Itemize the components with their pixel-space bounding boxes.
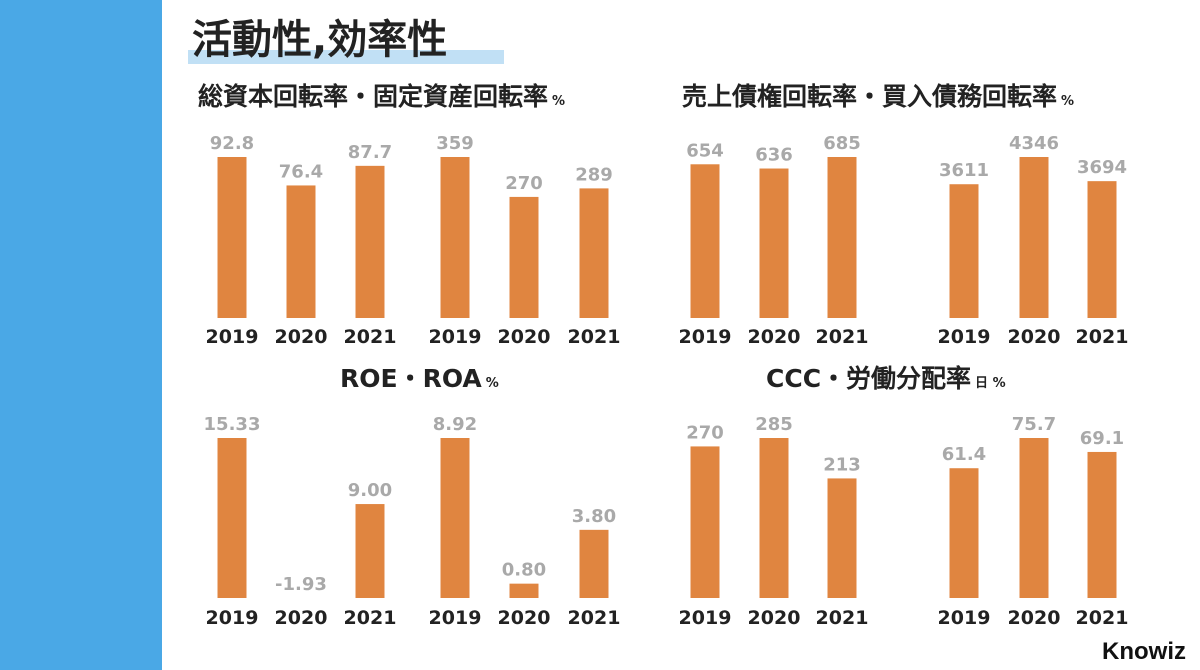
value-label: 289 xyxy=(575,164,613,185)
value-label: 92.8 xyxy=(210,133,254,154)
year-label: 2020 xyxy=(498,607,551,629)
bar-0-2020 xyxy=(286,185,316,318)
bar-3-2021 xyxy=(1087,181,1117,318)
year-label: 2021 xyxy=(816,607,869,629)
year-label: 2019 xyxy=(206,326,259,348)
year-label: 2020 xyxy=(748,326,801,348)
bar-0-2019 xyxy=(217,157,247,318)
bar-3-2019 xyxy=(949,184,979,318)
year-label: 2019 xyxy=(206,607,259,629)
bar-3-2020 xyxy=(1019,157,1049,318)
value-label: -1.93 xyxy=(275,574,327,595)
bar-0-2021 xyxy=(355,165,385,318)
panel-title-roe-roa: ROE・ROA% xyxy=(340,362,499,401)
year-label: 2021 xyxy=(816,326,869,348)
year-label: 2020 xyxy=(748,607,801,629)
year-label: 2019 xyxy=(938,326,991,348)
value-label: 685 xyxy=(823,133,861,154)
year-label: 2021 xyxy=(344,326,397,348)
value-label: 87.7 xyxy=(348,142,392,163)
value-label: 3.80 xyxy=(572,506,616,527)
bar-5-2019 xyxy=(440,438,470,598)
year-label: 2020 xyxy=(275,326,328,348)
page-title: 活動性,効率性 xyxy=(192,17,448,63)
value-label: 3694 xyxy=(1077,157,1127,178)
panel-title-ccc-labor-share: CCC・労働分配率日 % xyxy=(766,362,1006,401)
value-label: 9.00 xyxy=(348,480,392,501)
value-label: 359 xyxy=(436,133,474,154)
year-label: 2020 xyxy=(275,607,328,629)
bar-5-2020 xyxy=(509,583,539,598)
panel-unit: % xyxy=(1061,94,1075,109)
bar-4-2021 xyxy=(355,504,385,598)
year-label: 2019 xyxy=(679,607,732,629)
value-label: 76.4 xyxy=(279,161,323,182)
year-label: 2021 xyxy=(1076,326,1129,348)
bar-1-2019 xyxy=(440,157,470,318)
value-label: 69.1 xyxy=(1080,428,1124,449)
panel-title-text: ROE・ROA xyxy=(340,364,482,393)
bar-1-2021 xyxy=(579,188,609,318)
value-label: 75.7 xyxy=(1012,414,1056,435)
bar-1-2020 xyxy=(509,196,539,318)
value-label: 213 xyxy=(823,454,861,475)
bar-6-2019 xyxy=(690,446,720,598)
sidebar xyxy=(0,0,162,670)
year-label: 2021 xyxy=(568,326,621,348)
year-label: 2020 xyxy=(498,326,551,348)
value-label: 61.4 xyxy=(942,444,986,465)
panel-title-text: 売上債権回転率・買入債務回転率 xyxy=(682,82,1058,111)
year-label: 2020 xyxy=(1008,607,1061,629)
value-label: 8.92 xyxy=(433,414,477,435)
panel-unit: 日 % xyxy=(975,376,1006,391)
panel-unit: % xyxy=(485,376,499,391)
panel-title-capital-turnover: 総資本回転率・固定資産回転率% xyxy=(198,80,565,119)
year-label: 2019 xyxy=(429,326,482,348)
bar-6-2021 xyxy=(827,478,857,598)
bar-6-2020 xyxy=(759,438,789,598)
title-underline xyxy=(188,50,504,64)
bar-7-2021 xyxy=(1087,451,1117,598)
bar-2-2021 xyxy=(827,157,857,318)
year-label: 2020 xyxy=(1008,326,1061,348)
value-label: 270 xyxy=(505,173,543,194)
panel-title-text: 総資本回転率・固定資産回転率 xyxy=(198,82,549,111)
value-label: 654 xyxy=(686,140,724,161)
brand-logo: Knowiz xyxy=(1102,638,1186,665)
year-label: 2021 xyxy=(568,607,621,629)
year-label: 2021 xyxy=(1076,607,1129,629)
year-label: 2019 xyxy=(938,607,991,629)
bar-4-2019 xyxy=(217,438,247,598)
panel-unit: % xyxy=(552,94,566,109)
value-label: 0.80 xyxy=(502,560,546,581)
year-label: 2019 xyxy=(429,607,482,629)
bar-7-2019 xyxy=(949,468,979,598)
value-label: 15.33 xyxy=(204,414,261,435)
year-label: 2019 xyxy=(679,326,732,348)
panel-title-receivables-turnover: 売上債権回転率・買入債務回転率% xyxy=(682,80,1074,119)
bar-2-2020 xyxy=(759,168,789,318)
panel-title-text: CCC・労働分配率 xyxy=(766,364,972,393)
bar-2-2019 xyxy=(690,164,720,318)
value-label: 636 xyxy=(755,145,793,166)
value-label: 4346 xyxy=(1009,133,1059,154)
value-label: 270 xyxy=(686,422,724,443)
year-label: 2021 xyxy=(344,607,397,629)
value-label: 3611 xyxy=(939,160,989,181)
value-label: 285 xyxy=(755,414,793,435)
bar-7-2020 xyxy=(1019,438,1049,598)
bar-5-2021 xyxy=(579,529,609,598)
